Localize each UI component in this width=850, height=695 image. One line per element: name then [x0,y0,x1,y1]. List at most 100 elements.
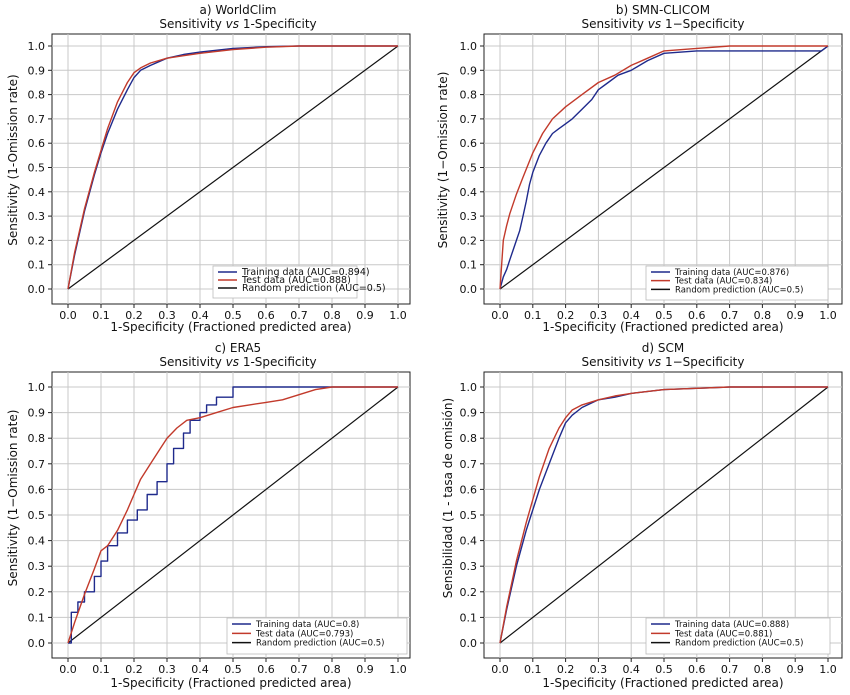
legend: Training data (AUC=0.8)Test data (AUC=0.… [226,617,408,655]
chart-subtitle: Sensitivity vs 1−Specificity [581,355,744,369]
x-tick-label: 0.6 [257,309,275,322]
chart-title: a) WorldClim [200,3,277,17]
legend: Training data (AUC=0.888)Test data (AUC=… [645,617,831,655]
legend-label: Training data (AUC=0.888) [674,620,789,630]
x-tick-label: 1.0 [819,663,837,676]
y-tick-label: 1.0 [460,40,478,53]
x-axis-label: 1-Specificity (Fractioned predicted area… [542,676,783,690]
chart-subtitle: Sensitivity vs 1-Specificity [159,355,316,369]
x-axis-label: 1-Specificity (Fractioned predicted area… [110,320,351,334]
legend-label: Random prediction (AUC=0.5) [256,639,384,649]
x-tick-label: 0.7 [721,663,739,676]
x-tick-label: 0.8 [754,309,772,322]
y-tick-label: 0.7 [28,113,46,126]
y-axis-label: Sensitivity (1-Omission rate) [6,74,20,245]
y-tick-label: 0.0 [28,637,46,650]
subtitle-prefix: Sensitivity [581,17,647,31]
chart-panel-d: 0.0 0.0 0.1 0.1 0.2 0.2 0.3 0.3 0.4 0.4 0.5 0.5 0.6 0… [441,341,843,690]
x-tick-label: 0.0 [491,663,509,676]
plot-frame [483,33,843,305]
legend-label: Random prediction (AUC=0.5) [675,285,803,295]
legend-label: Random prediction (AUC=0.5) [675,639,803,649]
y-tick-label: 0.8 [28,432,46,445]
subtitle-prefix: Sensitivity [159,355,225,369]
y-tick-label: 0.0 [28,283,46,296]
legend: Training data (AUC=0.876)Test data (AUC=… [645,265,829,301]
subtitle-suffix: 1−Specificity [661,17,744,31]
y-tick-label: 0.2 [28,234,46,247]
x-tick-label: 0.2 [125,309,143,322]
test-data-curve [67,386,398,644]
y-tick-label: 1.0 [460,381,478,394]
x-tick-label: 0.7 [290,663,308,676]
subtitle-prefix: Sensitivity [159,17,225,31]
x-tick-label: 0.0 [491,309,509,322]
legend-box [645,617,831,655]
legend: Training data (AUC=0.894)Test data (AUC=… [212,265,386,299]
chart-panel-a: 0.0 0.0 0.1 0.1 0.2 0.2 0.3 0.3 0.4 0.4 0.5 0.5 0.6 0… [6,3,411,334]
legend-label: Test data (AUC=0.888) [241,275,351,286]
x-tick-label: 0.4 [622,309,640,322]
test-data-curve [499,45,828,290]
x-tick-label: 0.0 [59,309,77,322]
subtitle-suffix: 1−Specificity [661,355,744,369]
y-tick-label: 0.9 [460,64,478,77]
x-tick-label: 0.4 [191,663,209,676]
y-tick-label: 0.0 [460,283,478,296]
training-data-curve [499,45,829,290]
y-tick-label: 0.5 [460,162,478,175]
y-tick-label: 0.6 [28,137,46,150]
x-tick-label: 0.8 [323,663,341,676]
chart-subtitle: Sensitivity vs 1−Specificity [581,17,744,31]
legend-label: Test data (AUC=0.881) [674,629,772,639]
random-prediction-line [67,45,399,290]
chart-title: c) ERA5 [215,341,261,355]
x-tick-label: 0.6 [257,663,275,676]
y-tick-label: 0.1 [460,259,478,272]
x-tick-label: 0.3 [590,663,608,676]
legend-label: Test data (AUC=0.793) [255,629,353,639]
y-tick-label: 0.6 [28,483,46,496]
legend-label: Training data (AUC=0.876) [674,268,789,278]
y-tick-label: 0.4 [460,535,478,548]
subtitle-prefix: Sensitivity [581,355,647,369]
y-tick-label: 0.5 [460,509,478,522]
y-tick-label: 0.2 [460,586,478,599]
y-tick-label: 0.1 [460,611,478,624]
random-prediction-line [499,386,829,644]
x-tick-label: 0.6 [688,663,706,676]
x-tick-label: 0.2 [557,309,575,322]
y-tick-label: 1.0 [28,40,46,53]
x-tick-label: 0.5 [224,663,242,676]
x-tick-label: 1.0 [389,663,407,676]
y-tick-label: 0.1 [28,259,46,272]
x-tick-label: 0.9 [356,663,374,676]
y-tick-label: 0.3 [28,560,46,573]
x-tick-label: 0.5 [655,309,673,322]
y-tick-label: 0.5 [28,509,46,522]
y-tick-label: 1.0 [28,381,46,394]
x-tick-label: 1.0 [389,309,407,322]
y-tick-label: 0.8 [460,89,478,102]
x-tick-label: 0.5 [224,309,242,322]
x-tick-label: 0.3 [590,309,608,322]
x-tick-label: 0.8 [754,663,772,676]
x-tick-label: 0.1 [524,309,542,322]
y-tick-label: 0.7 [28,458,46,471]
legend-label: Training data (AUC=0.894) [241,267,370,278]
x-tick-label: 0.1 [524,663,542,676]
x-tick-label: 0.4 [191,309,209,322]
subtitle-vs: vs [648,355,661,369]
legend-box [645,265,829,301]
y-tick-label: 0.6 [460,483,478,496]
x-tick-label: 0.4 [622,663,640,676]
x-tick-label: 0.1 [92,663,110,676]
y-tick-label: 0.8 [28,89,46,102]
chart-panel-c: 0.0 0.0 0.1 0.1 0.2 0.2 0.3 0.3 0.4 0.4 0.5 0.5 0.6 0… [6,341,411,690]
chart-title: b) SMN-CLICOM [616,3,710,17]
y-tick-label: 0.0 [460,637,478,650]
x-tick-label: 0.9 [356,309,374,322]
random-prediction-line [67,386,399,644]
x-tick-label: 1.0 [819,309,837,322]
